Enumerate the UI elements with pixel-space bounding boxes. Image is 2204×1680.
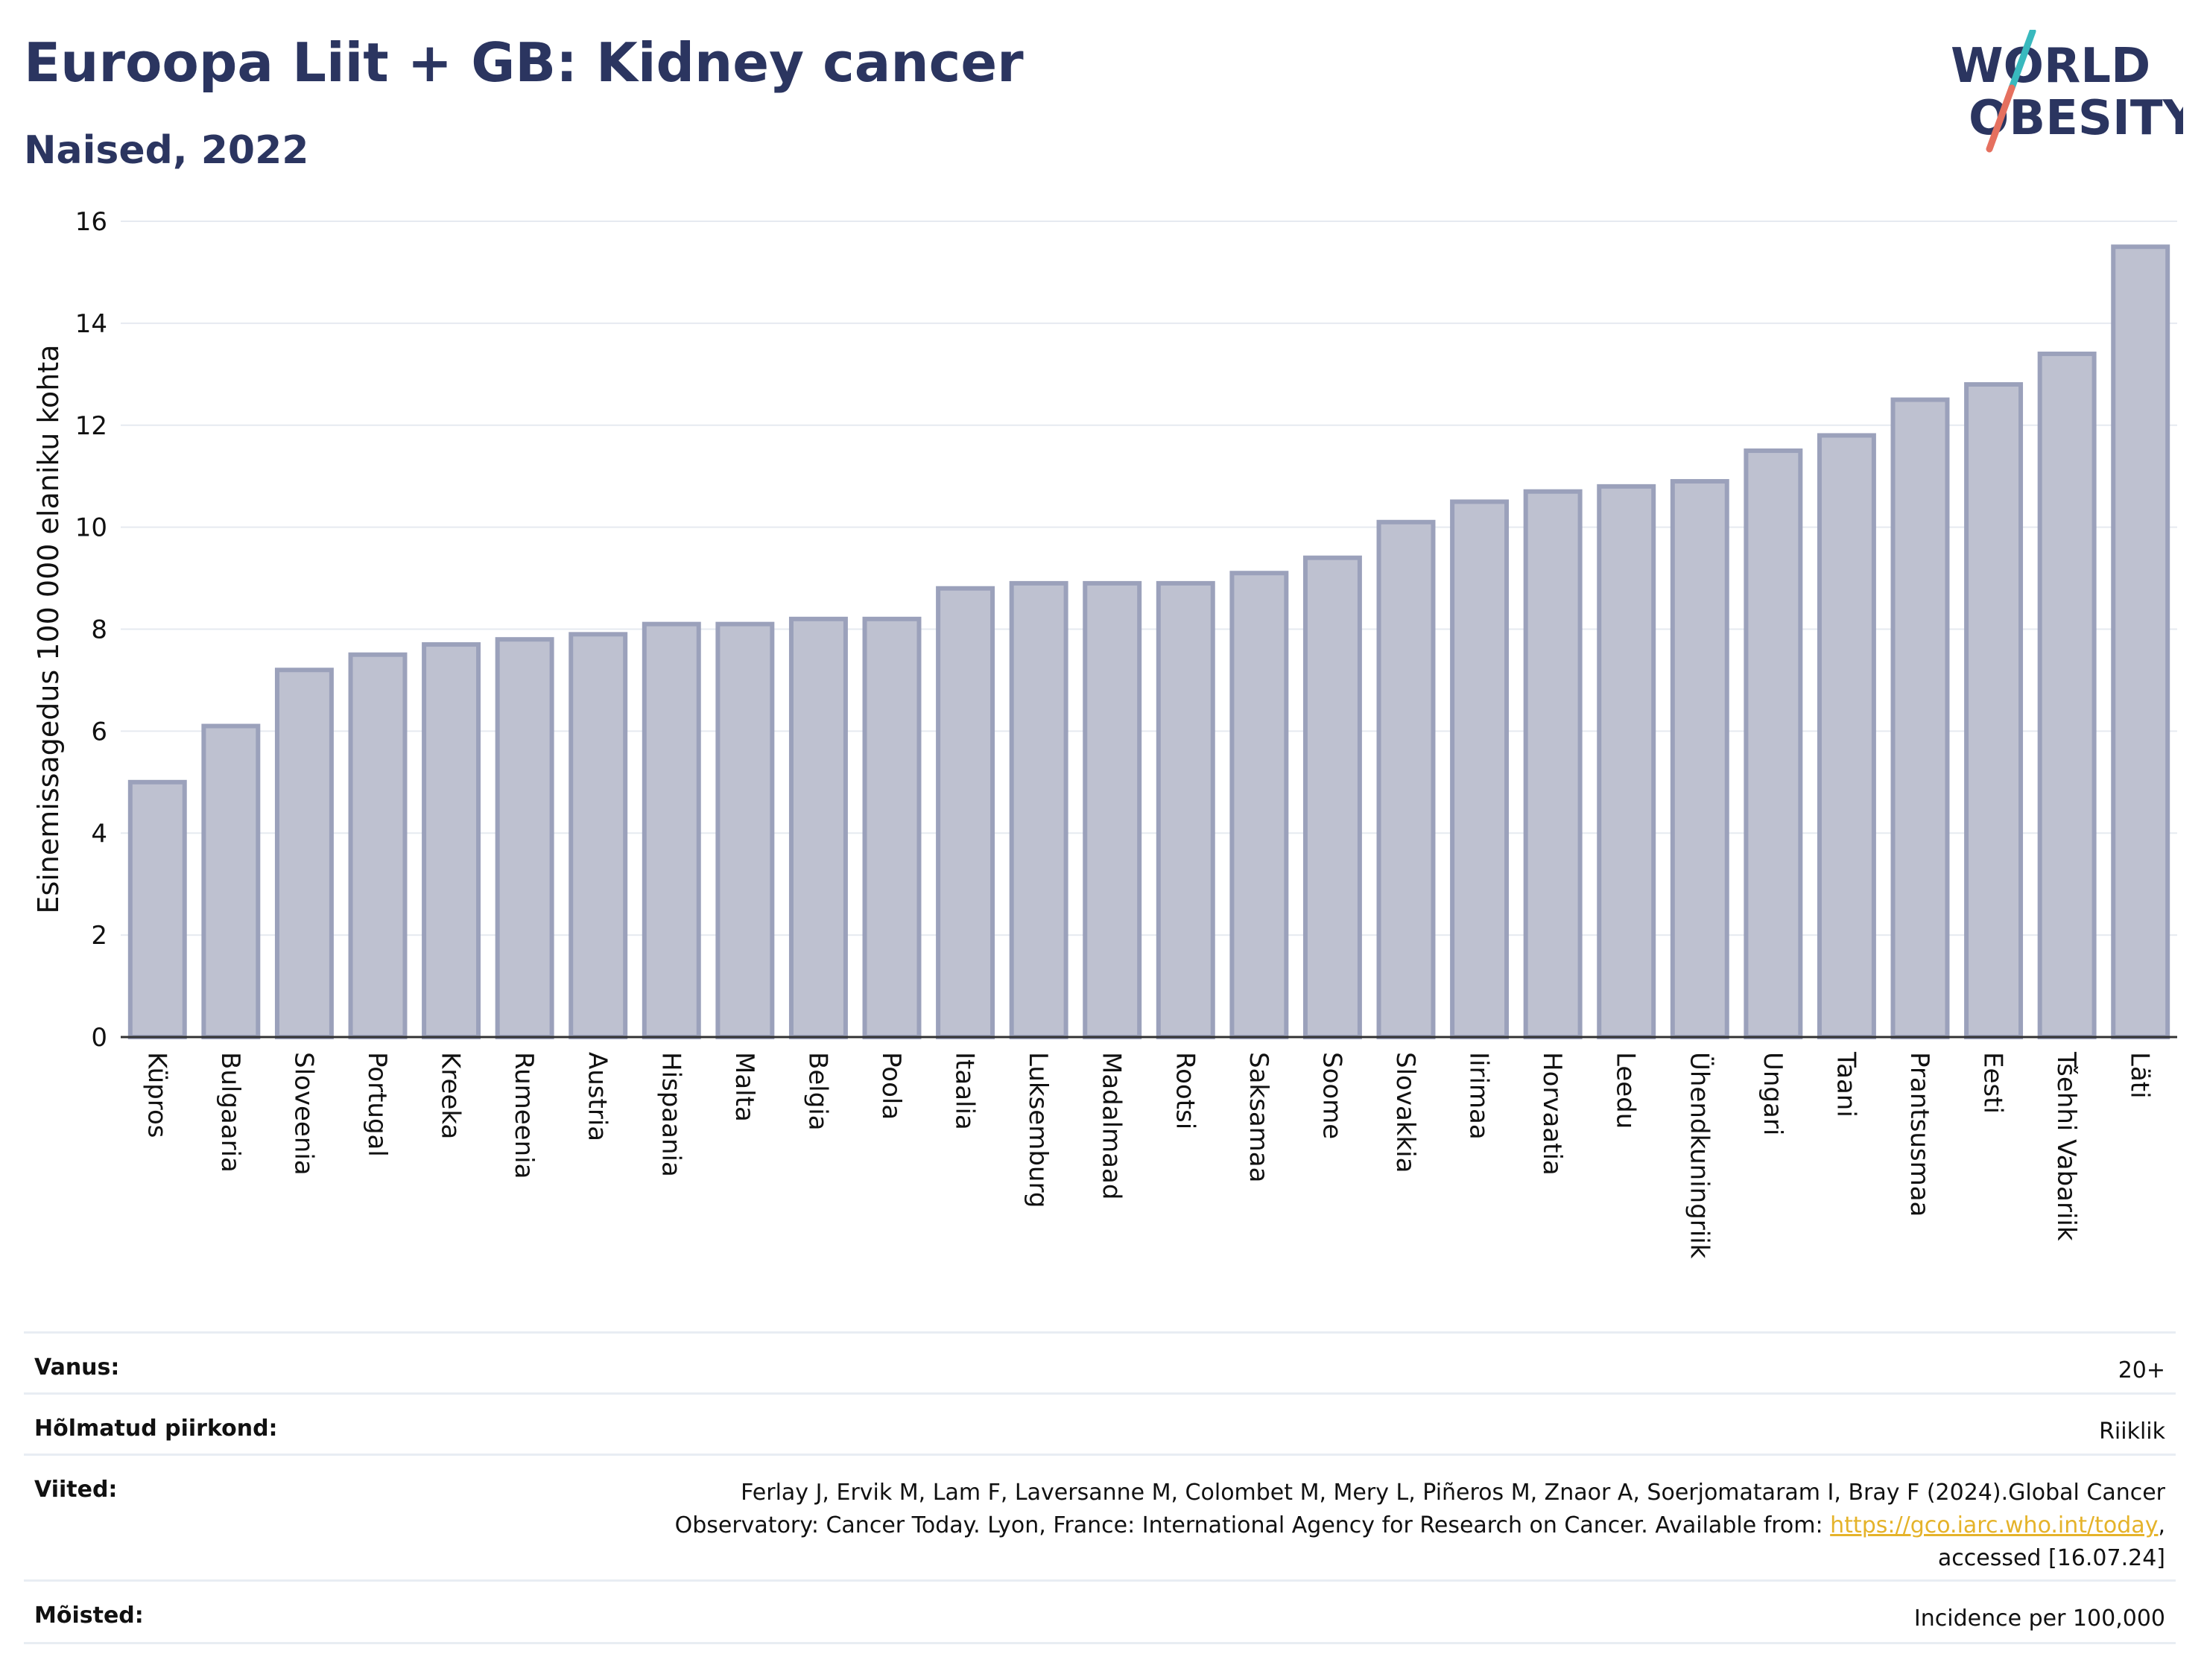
- x-tick-label: Taani: [1831, 1051, 1861, 1118]
- x-tick-label: Läti: [2125, 1052, 2155, 1099]
- meta-row-regions: Hõlmatud piirkond: Riiklik: [24, 1392, 2176, 1454]
- logo-text-world: WORLD: [1951, 39, 2150, 94]
- bar: [422, 642, 481, 1039]
- x-tick-label: Poola: [876, 1052, 906, 1120]
- y-tick-label: 16: [75, 207, 107, 237]
- bar: [274, 668, 334, 1039]
- metadata-table: Vanus: 20+ Hõlmatud piirkond: Riiklik Vi…: [24, 1331, 2176, 1644]
- meta-row-age: Vanus: 20+: [24, 1331, 2176, 1392]
- x-tick-label: Küpros: [142, 1052, 171, 1138]
- x-tick-label: Rootsi: [1170, 1052, 1200, 1129]
- x-tick-label: Portugal: [362, 1052, 392, 1157]
- y-tick-label: 2: [91, 921, 107, 951]
- bar: [495, 637, 554, 1039]
- meta-refs-line2: Observatory: Cancer Today. Lyon, France:…: [674, 1512, 1831, 1538]
- x-tick-label: Ühendkuningriik: [1684, 1052, 1714, 1259]
- bar: [1376, 519, 1436, 1039]
- bar: [1450, 499, 1510, 1039]
- meta-age-value: 20+: [2118, 1357, 2165, 1383]
- x-tick-label: Malta: [729, 1052, 759, 1122]
- x-tick-label: Belgia: [802, 1052, 832, 1131]
- x-tick-label: Leedu: [1611, 1052, 1641, 1129]
- x-tick-label: Slovakkia: [1390, 1052, 1420, 1173]
- bar: [1670, 479, 1729, 1039]
- logo-slash-teal: [2008, 30, 2036, 92]
- y-tick-label: 0: [91, 1023, 107, 1053]
- x-tick-label: Hispaania: [656, 1052, 685, 1177]
- bar: [642, 621, 701, 1039]
- meta-refs-comma: ,: [2158, 1512, 2165, 1538]
- bar: [1744, 448, 1803, 1039]
- meta-regions-value: Riiklik: [2099, 1419, 2165, 1445]
- meta-refs-link[interactable]: https://gco.iarc.who.int/today: [1830, 1512, 2159, 1538]
- chart-title: Euroopa Liit + GB: Kidney cancer: [24, 31, 1024, 94]
- bar: [1083, 580, 1142, 1039]
- bar: [715, 621, 775, 1039]
- bar: [2037, 351, 2097, 1039]
- x-tick-label: Madalmaad: [1097, 1052, 1127, 1199]
- bar: [1523, 489, 1583, 1039]
- meta-regions-label: Hõlmatud piirkond:: [34, 1416, 278, 1442]
- bar: [1009, 580, 1068, 1039]
- bar: [569, 632, 628, 1039]
- meta-refs-line1: Ferlay J, Ervik M, Lam F, Laversanne M, …: [741, 1480, 2165, 1506]
- y-tick-label: 8: [91, 615, 107, 645]
- bar: [348, 652, 408, 1039]
- x-tick-label: Rumeenia: [509, 1052, 539, 1179]
- meta-refs-label: Viited:: [34, 1477, 118, 1503]
- bar: [788, 616, 848, 1039]
- bar: [1890, 397, 1950, 1039]
- y-tick-label: 6: [91, 717, 107, 747]
- y-tick-label: 12: [75, 411, 107, 441]
- x-tick-label: Ungari: [1758, 1052, 1787, 1135]
- meta-refs-line3: accessed [16.07.24]: [1937, 1545, 2165, 1571]
- bar: [936, 586, 995, 1039]
- chart-subtitle: Naised, 2022: [24, 128, 309, 173]
- x-tick-label: Eesti: [1978, 1052, 2008, 1114]
- bar: [1156, 580, 1215, 1039]
- meta-age-label: Vanus:: [34, 1354, 120, 1381]
- x-tick-label: Itaalia: [950, 1052, 980, 1130]
- logo-slash-red: [1986, 84, 2015, 153]
- y-axis-title: Esinemissagedus 100 000 elaniku kohta: [32, 344, 65, 913]
- x-tick-label: Austria: [583, 1052, 612, 1141]
- meta-row-definitions: Mõisted: Incidence per 100,000: [24, 1579, 2176, 1642]
- x-tick-label: Saksamaa: [1244, 1052, 1273, 1182]
- meta-refs-value: Ferlay J, Ervik M, Lam F, Laversanne M, …: [675, 1477, 2165, 1575]
- bar: [2111, 244, 2170, 1039]
- meta-bottom-rule: [24, 1642, 2176, 1644]
- bar: [1964, 382, 2024, 1039]
- y-tick-label: 10: [75, 513, 107, 543]
- bar: [127, 779, 187, 1039]
- meta-defs-value: Incidence per 100,000: [1913, 1605, 2165, 1632]
- x-tick-label: Soome: [1317, 1052, 1346, 1139]
- x-tick-label: Bulgaaria: [215, 1052, 245, 1173]
- bar-chart: 0 2 4 6 8 10 12 14 16 Esinemissagedus 100 000 ela…: [32, 207, 2177, 1259]
- world-obesity-logo: WORLD OBESITY: [1951, 30, 2183, 153]
- bar: [1597, 484, 1656, 1039]
- bar: [862, 616, 922, 1039]
- bar: [201, 723, 261, 1039]
- x-tick-label: Luksemburg: [1023, 1052, 1053, 1208]
- x-tick-label: Kreeka: [436, 1052, 466, 1139]
- bar: [1229, 571, 1289, 1039]
- y-tick-label: 14: [75, 309, 107, 339]
- meta-row-references: Viited: Ferlay J, Ervik M, Lam F, Lavers…: [24, 1454, 2176, 1579]
- bar: [1817, 433, 1876, 1039]
- bar: [1302, 555, 1362, 1039]
- y-tick-label: 4: [91, 819, 107, 849]
- x-tick-label: Horvaatia: [1537, 1052, 1567, 1176]
- x-tick-label: Tšehhi Vabariik: [2051, 1051, 2081, 1241]
- x-tick-label: Prantsusmaa: [1904, 1052, 1934, 1217]
- meta-defs-label: Mõisted:: [34, 1603, 144, 1629]
- x-tick-label: Iirimaa: [1464, 1052, 1494, 1140]
- x-tick-label: Sloveenia: [288, 1052, 318, 1176]
